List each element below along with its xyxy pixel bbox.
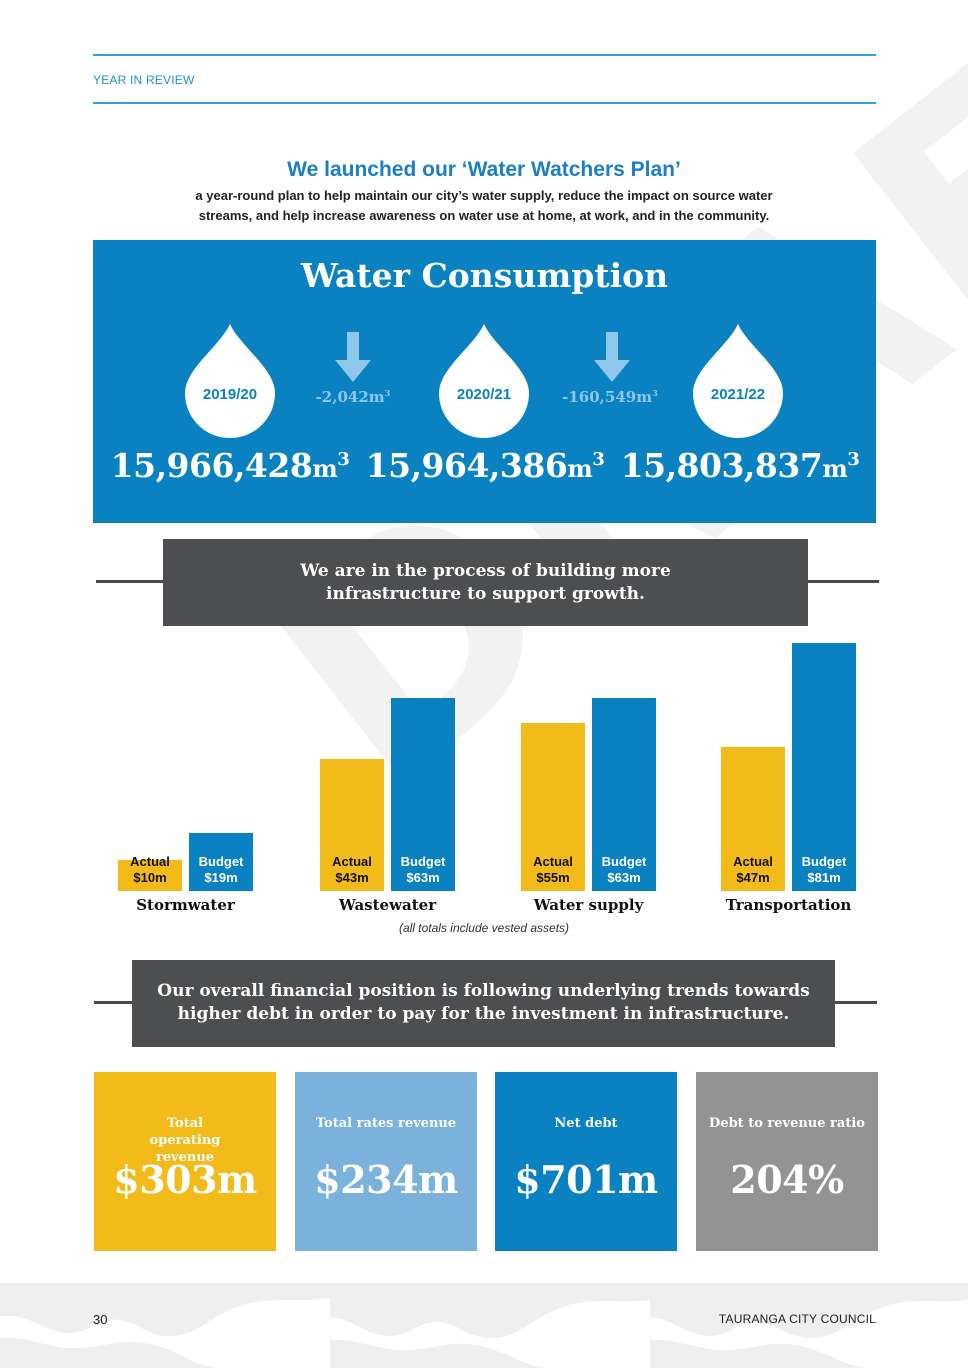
value-label: $55m (536, 870, 570, 885)
bar-actual-wastewater (320, 759, 384, 891)
intro-title: We launched our ‘Water Watchers Plan’ (287, 158, 681, 181)
bar-label: Actual $43m (320, 854, 384, 886)
bar-label: Actual $55m (521, 854, 585, 886)
bar-actual-stormwater (118, 860, 182, 891)
banner-line-2: higher debt in order to pay for the inve… (177, 1004, 790, 1024)
section-label: YEAR IN REVIEW (93, 73, 195, 87)
bar-budget-water-supply (592, 698, 656, 891)
value-label: $19m (204, 870, 238, 885)
series-name: Actual (130, 854, 170, 869)
value-label: $43m (335, 870, 369, 885)
header-bottom-rule (93, 102, 876, 104)
kpi-label: Total rates revenue (315, 1116, 457, 1131)
change-2020-21-to-2021-22: -160,549m3 (562, 388, 658, 406)
banner-line-2: infrastructure to support growth. (326, 584, 645, 604)
bar-label: Budget $63m (592, 854, 656, 886)
bar-label: Budget $19m (189, 854, 253, 886)
water-drop-2021-22: 2021/22 (693, 324, 783, 438)
intro-subtitle: a year-round plan to help maintain our c… (195, 188, 773, 223)
kpi-total-operating-revenue: Total operating revenue $303m (94, 1072, 276, 1251)
footer-pattern (0, 1278, 968, 1368)
year-label: 2020/21 (456, 386, 512, 403)
bar-budget-stormwater (189, 833, 253, 891)
kpi-net-debt: Net debt $701m (495, 1072, 677, 1251)
series-name: Budget (198, 854, 244, 869)
category-label: Water supply (533, 896, 644, 914)
series-name: Budget (601, 854, 647, 869)
water-drop-icon (185, 324, 275, 438)
banner-line-1: Our overall financial position is follow… (157, 981, 810, 1001)
kpi-total-rates-revenue: Total rates revenue $234m (295, 1072, 477, 1251)
water-consumption-panel: Water Consumption 2019/20 2020/21 2021/2… (93, 240, 876, 523)
consumption-total-2019-20: 15,966,428m3 (110, 446, 350, 485)
kpi-value: $701m (514, 1157, 658, 1202)
value-label: $47m (736, 870, 770, 885)
value-label: $10m (133, 870, 167, 885)
bar-label: Actual $47m (721, 854, 785, 886)
category-label: Stormwater (136, 896, 235, 914)
financial-position-banner: Our overall financial position is follow… (132, 960, 835, 1047)
page-number: 30 (93, 1312, 108, 1327)
value-label: $63m (406, 870, 440, 885)
series-name: Actual (733, 854, 773, 869)
bar-actual-transportation (721, 747, 785, 891)
water-drop-2019-20: 2019/20 (185, 324, 275, 438)
bar-label: Budget $81m (792, 854, 856, 886)
water-drop-2020-21: 2020/21 (439, 324, 529, 438)
down-arrow-icon (333, 332, 373, 382)
water-consumption-title: Water Consumption (300, 256, 669, 295)
infrastructure-banner: We are in the process of building more i… (163, 539, 808, 626)
series-name: Budget (400, 854, 446, 869)
header-top-rule (93, 54, 876, 56)
bar-actual-water-supply (521, 723, 585, 891)
water-drop-icon (439, 324, 529, 438)
kpi-label: Total operating revenue (149, 1116, 221, 1165)
kpi-label: Debt to revenue ratio (709, 1116, 865, 1131)
bar-label: Budget $63m (391, 854, 455, 886)
banner-line-1: We are in the process of building more (300, 561, 671, 581)
infrastructure-spend-chart: Actual $10m Budget $19m Stormwater Actual $43m… (93, 635, 876, 935)
value-label: $63m (607, 870, 641, 885)
chart-note: (all totals include vested assets) (398, 921, 570, 935)
kpi-value: $234m (314, 1157, 458, 1202)
year-label: 2021/22 (710, 386, 766, 403)
down-arrow-icon (592, 332, 632, 382)
organisation-name: TAURANGA CITY COUNCIL (718, 1312, 876, 1326)
change-2019-20-to-2020-21: -2,042m3 (315, 388, 391, 406)
kpi-value: $303m (113, 1157, 257, 1202)
bar-budget-wastewater (391, 698, 455, 891)
value-label: $81m (807, 870, 841, 885)
year-label: 2019/20 (202, 386, 258, 403)
kpi-debt-to-revenue-ratio: Debt to revenue ratio 204% (696, 1072, 878, 1251)
category-label: Transportation (725, 896, 852, 914)
series-name: Budget (801, 854, 847, 869)
kpi-value: 204% (730, 1157, 844, 1202)
kpi-label: Net debt (554, 1116, 618, 1131)
consumption-total-2020-21: 15,964,386m3 (365, 446, 605, 485)
bar-budget-transportation (792, 643, 856, 891)
consumption-total-2021-22: 15,803,837m3 (620, 446, 860, 485)
category-label: Wastewater (338, 896, 437, 914)
series-name: Actual (332, 854, 372, 869)
bar-label: Actual $10m (118, 854, 182, 886)
water-drop-icon (693, 324, 783, 438)
series-name: Actual (533, 854, 573, 869)
